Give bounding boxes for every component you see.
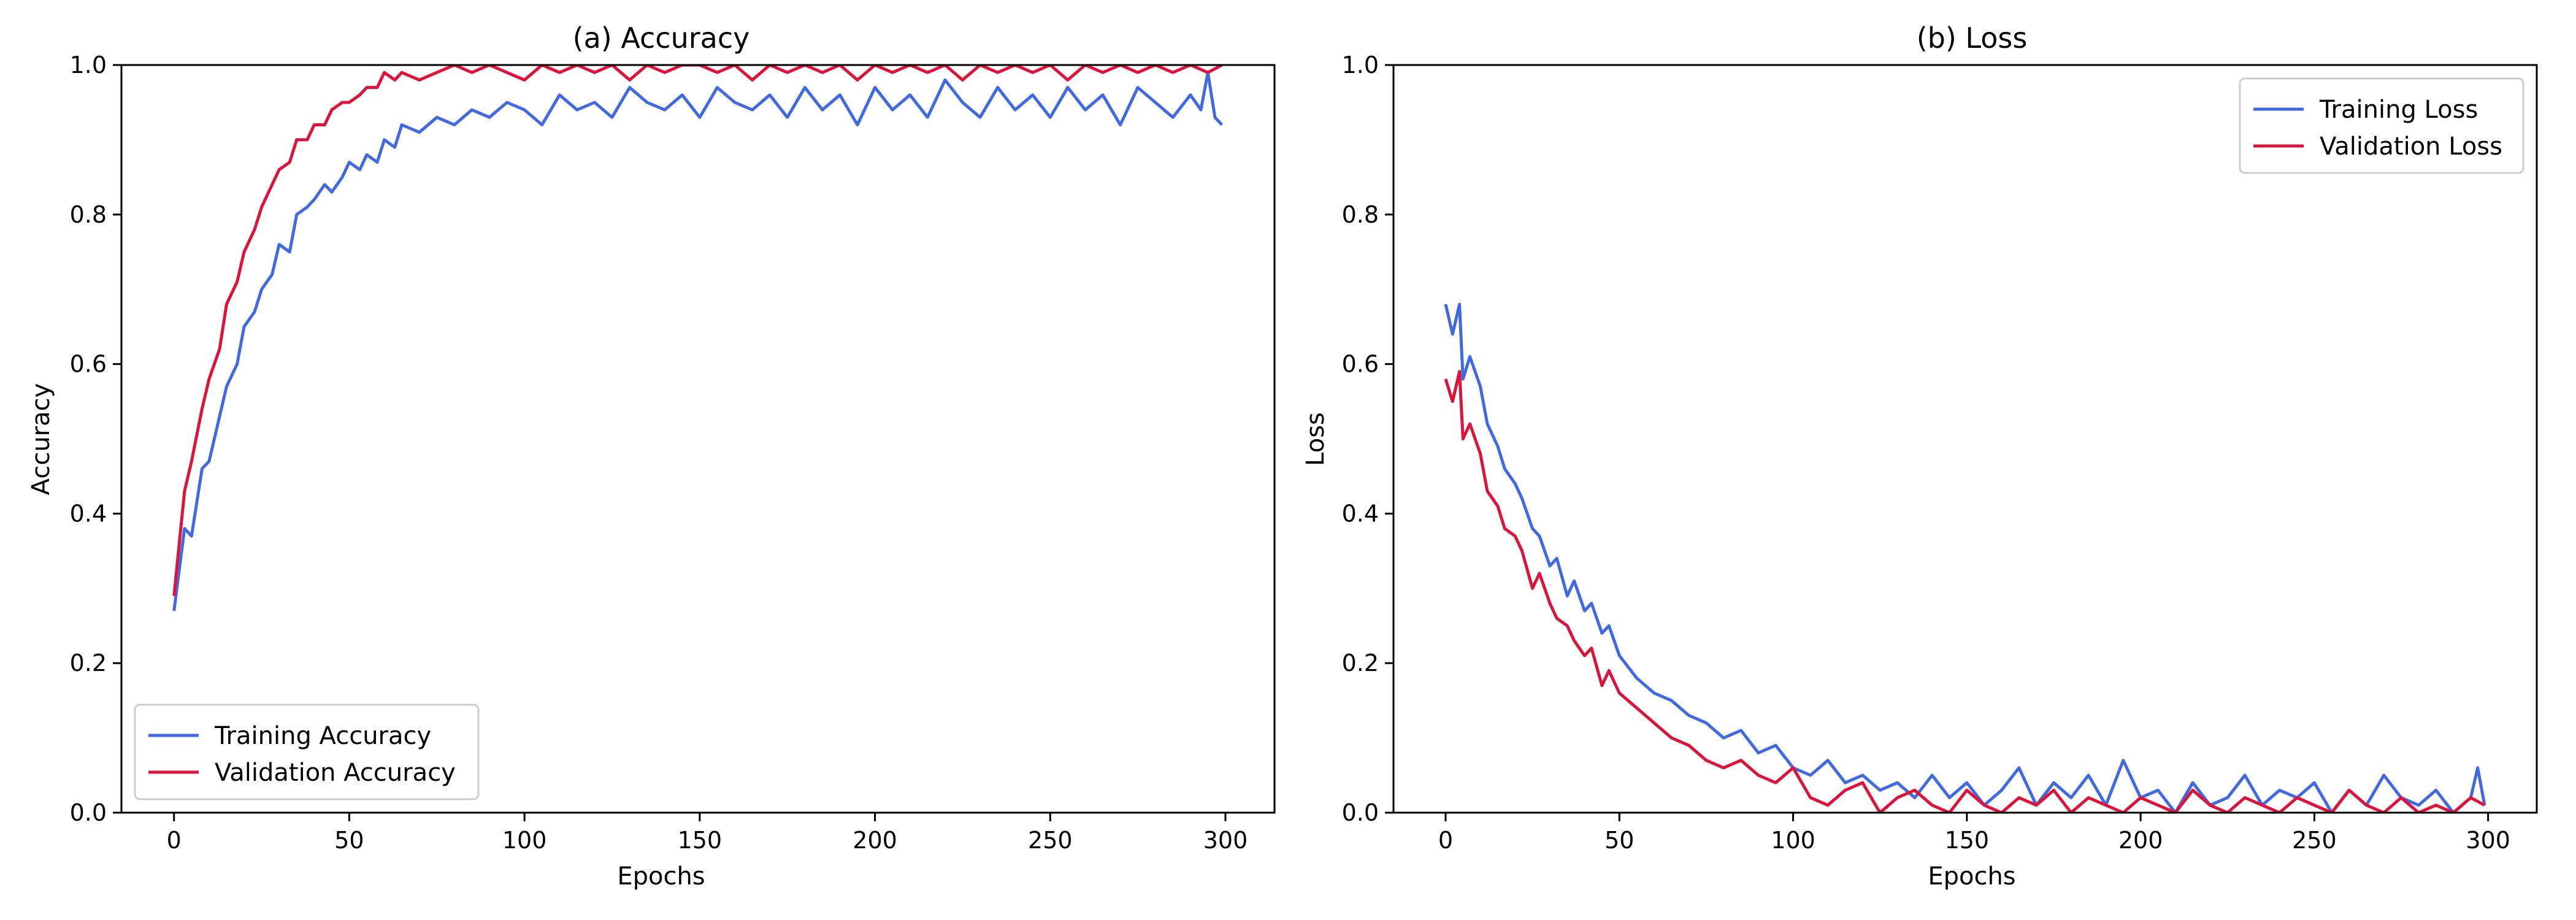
- loss-legend-box: [2239, 77, 2524, 174]
- loss-legend-label-validation-loss: Validation Loss: [2320, 132, 2502, 161]
- loss-x-axis-label: Epochs: [1928, 862, 2015, 891]
- loss-x-tick-label: 200: [2118, 827, 2163, 854]
- accuracy-panel: (a) Accuracy Epochs Accuracy 0 50 100 150 20…: [27, 21, 1276, 891]
- loss-x-tick-label: 0: [1438, 827, 1453, 854]
- accuracy-x-axis-label: Epochs: [617, 862, 705, 891]
- accuracy-x-tick-label: 50: [334, 827, 364, 854]
- accuracy-y-axis-label: Accuracy: [27, 383, 55, 496]
- loss-x-tick-label: 300: [2466, 827, 2510, 854]
- accuracy-y-tick-label: 0.2: [70, 650, 107, 677]
- loss-x-tick-label: 150: [1945, 827, 1990, 854]
- loss-chart-title: (b) Loss: [1917, 21, 2028, 55]
- accuracy-chart-title: (a) Accuracy: [573, 21, 750, 55]
- loss-plot-frame: [1392, 64, 2538, 814]
- loss-y-axis-label: Loss: [1301, 412, 1330, 466]
- loss-y-tick-label: 0.8: [1342, 201, 1379, 228]
- accuracy-training-accuracy-line: [172, 71, 1224, 611]
- accuracy-y-tick-label: 0.0: [70, 799, 107, 826]
- accuracy-x-tick-label: 150: [678, 827, 723, 854]
- loss-x-tick-label: 50: [1604, 827, 1634, 854]
- loss-y-tick-label: 0.0: [1342, 799, 1379, 826]
- accuracy-y-tick-label: 1.0: [70, 52, 107, 79]
- loss-panel: (b) Loss Epochs Loss 0 50 100 150 200 250 3000…: [1301, 21, 2538, 891]
- accuracy-series-lines: [172, 65, 1224, 611]
- accuracy-y-tick-label: 0.4: [70, 500, 107, 527]
- loss-y-tick-label: 0.4: [1342, 500, 1379, 527]
- loss-legend-label-training-loss: Training Loss: [2319, 96, 2478, 124]
- accuracy-x-tick-label: 0: [167, 827, 182, 854]
- accuracy-validation-accuracy-line: [172, 65, 1223, 596]
- accuracy-x-tick-label: 100: [502, 827, 547, 854]
- accuracy-legend-label-validation-accuracy: Validation Accuracy: [215, 759, 456, 787]
- accuracy-legend-label-training-accuracy: Training Accuracy: [214, 722, 431, 750]
- accuracy-x-tick-label: 250: [1028, 827, 1073, 854]
- loss-y-tick-label: 0.2: [1342, 650, 1379, 677]
- accuracy-x-tick-label: 200: [853, 827, 897, 854]
- accuracy-plot-frame: [120, 64, 1276, 814]
- loss-legend: Training Loss Validation Loss: [2239, 77, 2524, 174]
- loss-x-tick-label: 100: [1771, 827, 1815, 854]
- accuracy-legend: Training Accuracy Validation Accuracy: [134, 703, 480, 800]
- loss-y-tick-label: 1.0: [1342, 52, 1379, 79]
- loss-x-tick-label: 250: [2292, 827, 2337, 854]
- loss-series-lines: [1444, 302, 2486, 813]
- loss-y-tick-label: 0.6: [1342, 351, 1379, 378]
- loss-ticks: 0 50 100 150 200 250 300 0.0 0.2 0.4 0.6 0.8 1.0: [1342, 52, 2510, 854]
- accuracy-y-tick-label: 0.6: [70, 351, 107, 378]
- accuracy-y-tick-label: 0.8: [70, 201, 107, 228]
- accuracy-legend-box: [134, 703, 480, 800]
- accuracy-x-tick-label: 300: [1203, 827, 1248, 854]
- accuracy-ticks: 0 50 100 150 200 250 300 0.0 0.2 0.4 0.6 0.8 1.0: [70, 52, 1248, 854]
- loss-validation-loss-line: [1444, 370, 2486, 813]
